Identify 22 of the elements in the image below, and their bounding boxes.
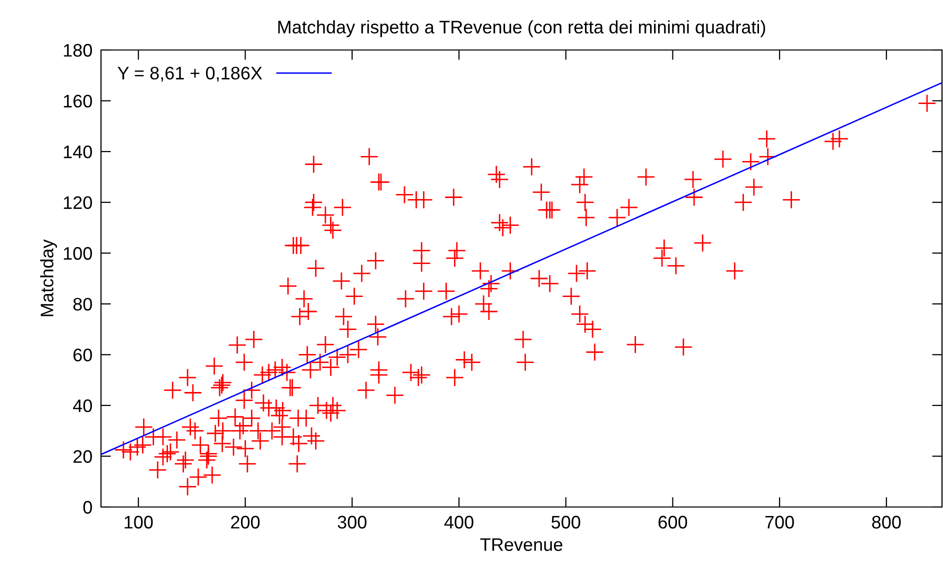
y-tick-label: 20 bbox=[73, 450, 92, 463]
y-tick-label: 160 bbox=[64, 94, 92, 108]
y-tick-label: 40 bbox=[73, 399, 92, 412]
x-axis-title: TRevenue bbox=[480, 538, 562, 551]
x-tick-label: 400 bbox=[444, 516, 474, 529]
x-tick-label: 600 bbox=[658, 516, 688, 529]
y-axis-title: Matchday bbox=[40, 239, 57, 316]
x-tick-label: 100 bbox=[124, 516, 153, 529]
chart-title: Matchday rispetto a TRevenue (con retta dei minimi quadrati) bbox=[278, 20, 766, 38]
y-tick-label: 120 bbox=[64, 196, 92, 210]
legend-label: Y = 8,61 + 0,186X bbox=[118, 66, 262, 82]
y-tick-label: 140 bbox=[64, 145, 92, 158]
y-tick-label: 100 bbox=[64, 247, 92, 260]
x-tick-label: 200 bbox=[231, 516, 260, 529]
x-tick-label: 700 bbox=[765, 516, 794, 529]
x-tick-label: 500 bbox=[552, 516, 580, 529]
x-tick-label: 300 bbox=[338, 516, 366, 529]
x-tick-label: 800 bbox=[872, 516, 901, 529]
y-tick-label: 80 bbox=[73, 298, 92, 311]
y-tick-label: 60 bbox=[74, 348, 92, 362]
y-tick-label: 0 bbox=[83, 500, 92, 514]
y-tick-label: 180 bbox=[64, 44, 92, 57]
